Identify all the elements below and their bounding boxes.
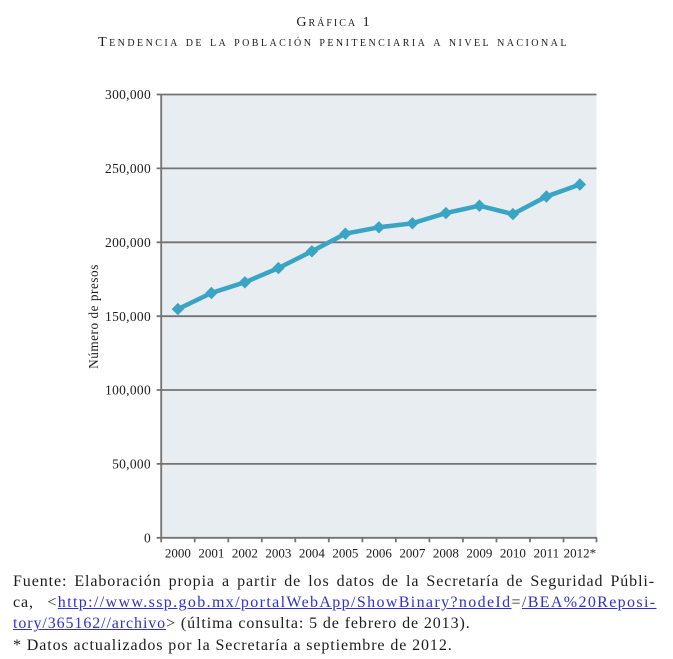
svg-text:150,000: 150,000	[105, 309, 151, 324]
svg-text:2004: 2004	[299, 546, 326, 561]
svg-text:2002: 2002	[232, 546, 258, 561]
svg-text:2000: 2000	[165, 546, 191, 561]
svg-text:2011: 2011	[534, 546, 560, 561]
svg-text:300,000: 300,000	[105, 87, 151, 102]
svg-text:2012*: 2012*	[564, 546, 597, 561]
svg-text:0: 0	[144, 531, 151, 546]
svg-text:50,000: 50,000	[112, 457, 151, 472]
svg-text:100,000: 100,000	[105, 383, 151, 398]
svg-text:2010: 2010	[500, 546, 526, 561]
svg-text:2007: 2007	[399, 546, 426, 561]
svg-text:2005: 2005	[332, 546, 358, 561]
svg-text:250,000: 250,000	[105, 161, 151, 176]
svg-text:Número de presos: Número de presos	[86, 264, 101, 369]
svg-text:2003: 2003	[265, 546, 291, 561]
svg-text:2008: 2008	[433, 546, 459, 561]
svg-text:200,000: 200,000	[105, 235, 151, 250]
svg-text:2009: 2009	[466, 546, 492, 561]
svg-text:2006: 2006	[366, 546, 393, 561]
svg-text:2001: 2001	[198, 546, 224, 561]
